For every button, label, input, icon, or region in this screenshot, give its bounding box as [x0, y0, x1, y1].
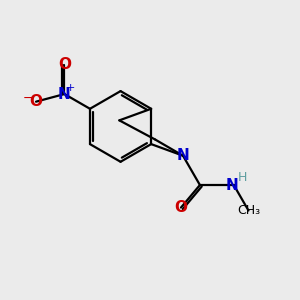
- Text: O: O: [175, 200, 188, 215]
- Text: N: N: [177, 148, 189, 163]
- Text: +: +: [66, 82, 76, 93]
- Text: H: H: [237, 171, 247, 184]
- Text: N: N: [226, 178, 239, 193]
- Text: CH₃: CH₃: [237, 204, 260, 217]
- Text: N: N: [58, 87, 71, 102]
- Text: −: −: [22, 92, 33, 105]
- Text: O: O: [29, 94, 43, 109]
- Text: O: O: [58, 57, 71, 72]
